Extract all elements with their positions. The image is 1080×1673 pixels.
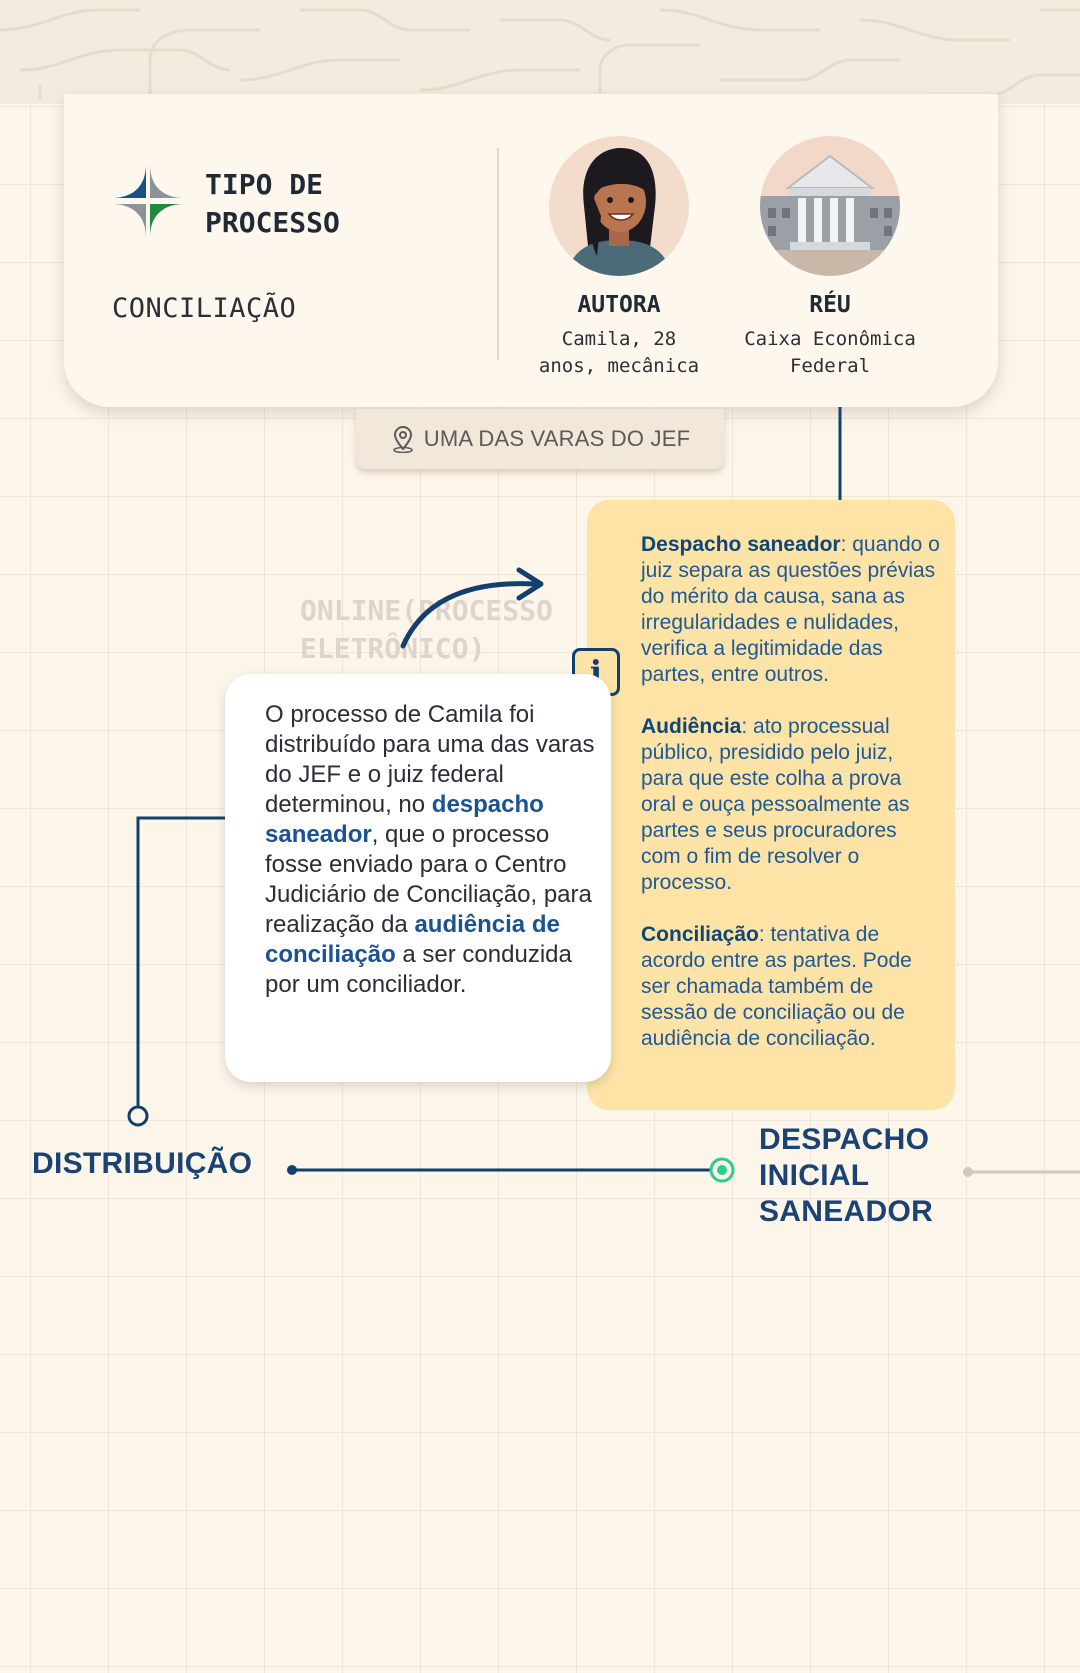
distribuicao-node bbox=[127, 1105, 149, 1127]
timeline-next-dot bbox=[963, 1167, 973, 1177]
autora-description: Camila, 28 anos, mecânica bbox=[538, 328, 700, 377]
stage-despacho-label: DESPACHO INICIAL SANEADOR bbox=[759, 1123, 934, 1228]
definition-despacho: Despacho saneador: quando o juiz separa … bbox=[641, 533, 940, 686]
card-divider bbox=[497, 148, 499, 360]
party-autora: AUTORA Camila, 28 anos, mecânica bbox=[524, 136, 714, 380]
decorative-header-pattern bbox=[0, 0, 1080, 104]
definition-conciliacao: Conciliação: tentativa de acordo entre a… bbox=[641, 923, 912, 1050]
autora-role: AUTORA bbox=[577, 292, 661, 318]
location-chip: UMA DAS VARAS DO JEF bbox=[356, 409, 724, 469]
story-connector-line bbox=[136, 816, 225, 1106]
jf-logo-icon bbox=[112, 164, 184, 238]
map-pin-icon bbox=[392, 426, 413, 453]
timeline-start-dot bbox=[287, 1165, 297, 1175]
definitions-text: Despacho saneador: quando o juiz separa … bbox=[641, 532, 941, 1078]
party-reu: RÉU Caixa Econômica Federal bbox=[735, 136, 925, 380]
definition-audiencia: Audiência: ato processual público, presi… bbox=[641, 715, 910, 894]
location-label: UMA DAS VARAS DO JEF bbox=[423, 426, 691, 451]
process-type-title: TIPO DE PROCESSO bbox=[205, 168, 340, 239]
process-type-value: CONCILIAÇÃO bbox=[112, 293, 297, 324]
definitions-panel: Despacho saneador: quando o juiz separa … bbox=[587, 500, 955, 1110]
story-card: O processo de Camila foi distribuído par… bbox=[225, 674, 611, 1082]
curved-arrow-icon bbox=[400, 567, 544, 649]
story-text: O processo de Camila foi distribuído par… bbox=[265, 701, 595, 998]
stage-distribuicao-label: DISTRIBUIÇÃO bbox=[32, 1147, 253, 1180]
reu-description: Caixa Econômica Federal bbox=[744, 328, 916, 377]
reu-role: RÉU bbox=[809, 292, 851, 318]
bank-building-icon bbox=[760, 136, 900, 276]
woman-avatar-icon bbox=[549, 136, 689, 276]
process-info-card: TIPO DE PROCESSO CONCILIAÇÃO AUTORA Cami… bbox=[64, 94, 998, 407]
